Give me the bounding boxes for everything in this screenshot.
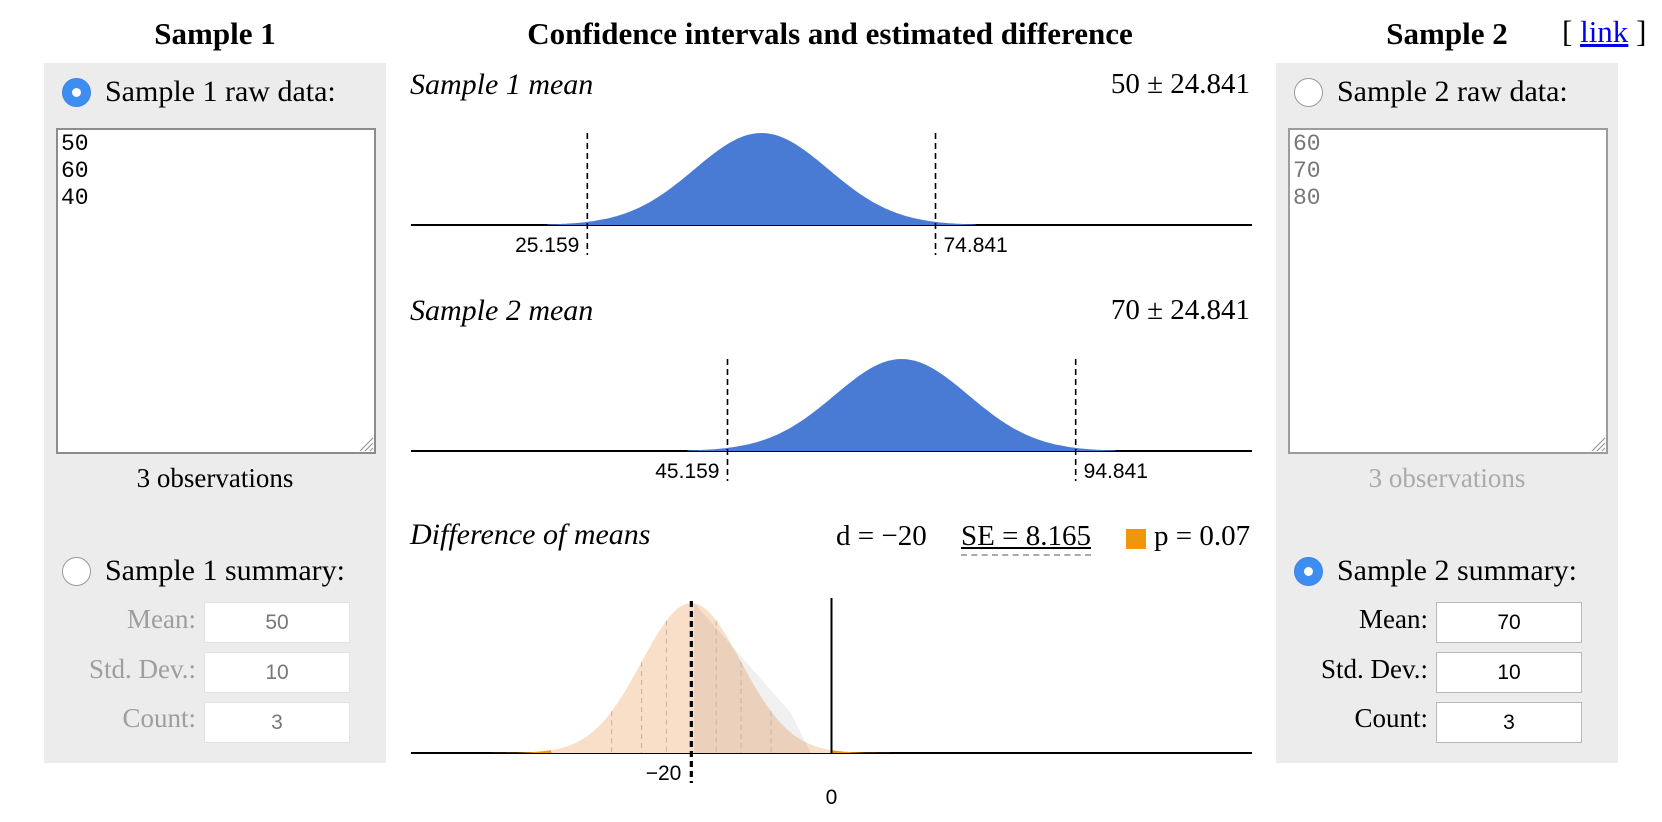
sample1-summary-option[interactable]: Sample 1 summary: (62, 554, 345, 588)
sample1-summary-radio[interactable] (62, 556, 91, 586)
chart1-ci-lower-label: 25.159 (515, 234, 579, 257)
sample2-sd-label: Std. Dev.: (1321, 654, 1428, 684)
chart3-null-area (551, 603, 832, 753)
link-bracket-open: [ (1562, 14, 1573, 49)
sample1-sd-label: Std. Dev.: (89, 654, 196, 684)
chart3-zero-tick-label: 0 (826, 786, 838, 809)
difference-title: Difference of means (410, 518, 651, 551)
sample1-sd-input[interactable]: 10 (204, 652, 350, 693)
sample2-summary-radio[interactable] (1294, 556, 1323, 586)
chart3-p-tail-right (831, 750, 891, 753)
sample1-mean-value: 50 ± 24.841 (1110, 68, 1250, 100)
sample2-count-label: Count: (1354, 703, 1428, 733)
chart3-shadow (694, 603, 811, 753)
sample2-raw-label: Sample 2 raw data: (1337, 75, 1568, 108)
link-bracket-close: ] (1636, 14, 1647, 49)
resize-grip-icon[interactable] (358, 436, 374, 452)
chart3-p-tail-left (492, 750, 552, 753)
sample1-raw-label: Sample 1 raw data: (105, 75, 336, 108)
sample1-mean-title: Sample 1 mean (410, 68, 594, 101)
sample1-raw-textarea[interactable]: 50 60 40 (56, 128, 376, 454)
sample1-raw-option[interactable]: Sample 1 raw data: (62, 75, 336, 109)
p-value-swatch (1126, 529, 1146, 549)
sample1-summary-label: Sample 1 summary: (105, 554, 345, 587)
sample2-mean-title: Sample 2 mean (410, 294, 594, 327)
sample1-heading: Sample 1 (154, 16, 276, 51)
sample2-mean-label: Mean: (1359, 604, 1428, 634)
sample1-mean-label: Mean: (127, 604, 196, 634)
difference-d-value: d = −20 (836, 520, 927, 552)
sample2-count-input[interactable]: 3 (1436, 702, 1582, 743)
sample1-observations: 3 observations (136, 463, 294, 493)
sample1-count-input[interactable]: 3 (204, 702, 350, 743)
p-value: p = 0.07 (1154, 520, 1251, 552)
link-wrapper: [ link ] (1562, 14, 1646, 50)
sample2-sd-input[interactable]: 10 (1436, 652, 1582, 693)
chart1-density-area (547, 133, 976, 225)
sample2-mean-value: 70 ± 24.841 (1110, 294, 1250, 326)
chart3-d-tick-label: −20 (646, 762, 682, 785)
sample2-panel: Sample 2 raw data: 60 70 80 3 observatio… (1276, 63, 1618, 763)
chart2-ci-lower-label: 45.159 (655, 460, 719, 483)
sample1-panel: Sample 1 raw data: 50 60 40 3 observatio… (44, 63, 386, 763)
sample1-mean-input[interactable]: 50 (204, 602, 350, 643)
sample1-count-label: Count: (122, 703, 196, 733)
sample2-observations: 3 observations (1368, 463, 1526, 493)
resize-grip-icon[interactable] (1590, 436, 1606, 452)
sample2-heading: Sample 2 (1386, 16, 1508, 51)
sample2-summary-label: Sample 2 summary: (1337, 554, 1577, 587)
standard-error-value[interactable]: SE = 8.165 (961, 520, 1091, 556)
sample2-raw-textarea[interactable]: 60 70 80 (1288, 128, 1608, 454)
sample1-raw-radio[interactable] (62, 77, 91, 107)
sample2-raw-option[interactable]: Sample 2 raw data: (1294, 75, 1568, 109)
chart1-ci-upper-label: 74.841 (944, 234, 1008, 257)
chart2-ci-upper-label: 94.841 (1084, 460, 1148, 483)
center-heading: Confidence intervals and estimated diffe… (527, 16, 1133, 51)
permalink-link[interactable]: link (1580, 14, 1629, 49)
sample2-raw-radio[interactable] (1294, 77, 1323, 107)
chart2-density-area (687, 359, 1116, 451)
sample2-mean-input[interactable]: 70 (1436, 602, 1582, 643)
sample2-summary-option[interactable]: Sample 2 summary: (1294, 554, 1577, 588)
